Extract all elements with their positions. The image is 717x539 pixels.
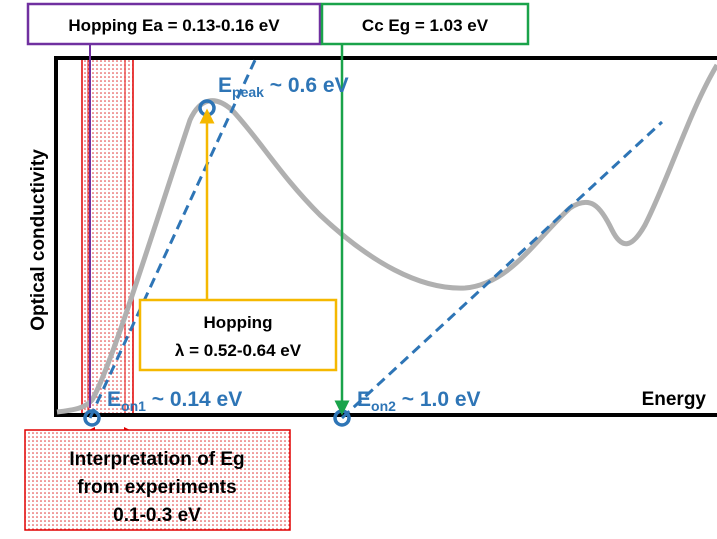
cc-eg-label: Cc Eg = 1.03 eV <box>362 16 489 35</box>
interpretation-label: 0.1-0.3 eV <box>113 505 201 526</box>
fit-line-2 <box>340 120 664 420</box>
interpretation-label: Interpretation of Eg <box>69 449 244 470</box>
fit-line-1 <box>88 57 258 419</box>
x-axis-label: Energy <box>642 389 707 410</box>
y-axis-label: Optical conductivity <box>28 149 49 331</box>
e-on2-label: Eon2 ~ 1.0 eV <box>357 388 481 414</box>
hopping-ea-box <box>26 2 322 46</box>
lambda-label: Hopping <box>204 313 273 332</box>
markers <box>83 99 351 427</box>
interpretation-label: from experiments <box>77 477 236 498</box>
e-peak-label: Epeak ~ 0.6 eV <box>218 74 349 100</box>
e-on1-label: Eon1 ~ 0.14 eV <box>107 388 242 414</box>
lambda-label: λ = 0.52-0.64 eV <box>175 341 302 360</box>
hopping-ea-label: Hopping Ea = 0.13-0.16 eV <box>68 16 280 35</box>
optical-curve <box>56 63 717 415</box>
frame <box>54 56 717 417</box>
interpretation-box <box>24 429 291 531</box>
lambda-box <box>138 298 338 372</box>
cc-eg-box <box>320 2 530 46</box>
